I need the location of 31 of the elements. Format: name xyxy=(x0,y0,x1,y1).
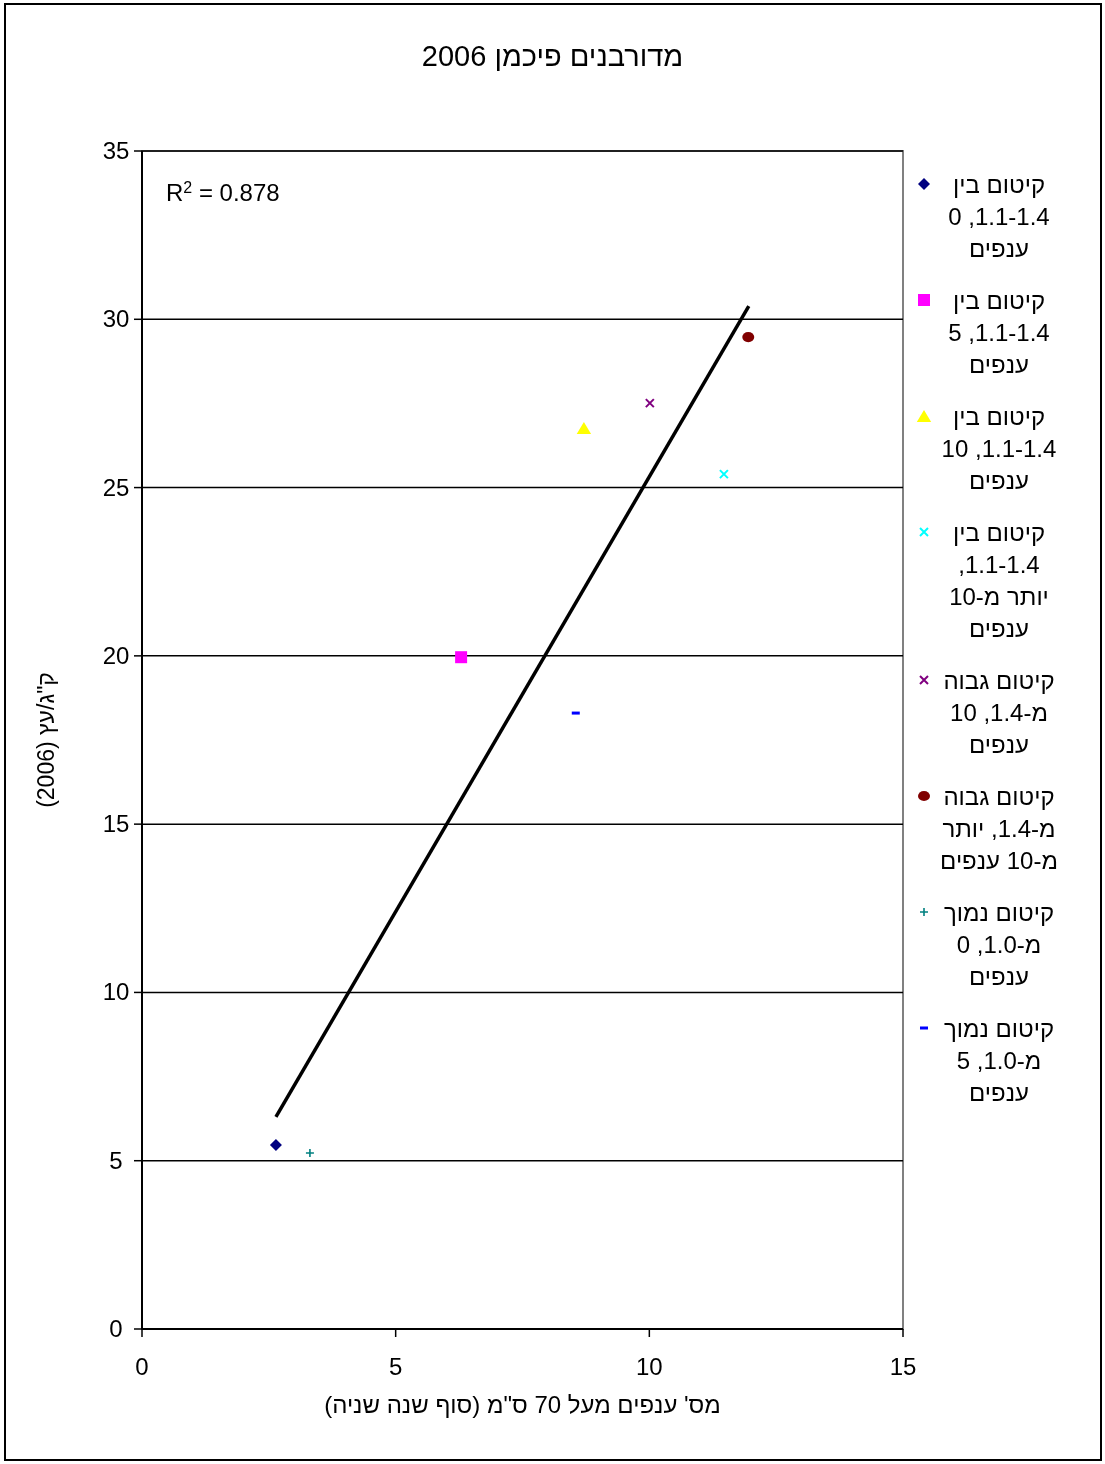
y-tick-label: 10 xyxy=(102,978,130,1006)
y-axis-title: ק"ג/עץ (2006) xyxy=(33,672,59,808)
point xyxy=(305,1148,315,1158)
legend-label: קיטום בין 1.1-1.4, 5 ענפים xyxy=(947,286,1051,380)
y-tick-label: 15 xyxy=(102,810,130,838)
legend-label: קיטום גבוה מ-1.4, יותר מ-10 ענפים xyxy=(939,782,1059,876)
y-tick-label: 35 xyxy=(102,137,130,164)
legend-label: קיטום בין 1.1-1.4, יותר מ-10 ענפים xyxy=(948,518,1050,644)
legend-label: קיטום גבוה מ-1.4, 10 ענפים xyxy=(942,666,1056,760)
x-axis-title: מס' ענפים מעל 70 ס"מ (סוף שנה שניה) xyxy=(323,1391,722,1419)
x-tick-label: 0 xyxy=(135,1353,149,1380)
legend-label: קיטום בין 1.1-1.4, 0 ענפים xyxy=(947,170,1051,264)
point xyxy=(644,398,655,409)
x-tick-label: 10 xyxy=(635,1353,663,1380)
y-tick-label: 5 xyxy=(109,1146,123,1174)
legend-label: קיטום בין 1.1-1.4, 10 ענפים xyxy=(940,402,1058,496)
y-tick-label: 20 xyxy=(102,641,130,669)
y-tick-label: 30 xyxy=(102,305,130,333)
point xyxy=(576,422,592,434)
point xyxy=(455,651,468,664)
y-tick-label: 25 xyxy=(102,473,130,501)
x-tick-label: 5 xyxy=(388,1353,403,1380)
annotation: R$^{2}$ = 0.878 xyxy=(166,178,280,206)
chart-title: מדורבנים פיכמן 2006 xyxy=(420,40,685,73)
legend-label: קיטום נמוך מ-1.0, 0 ענפים xyxy=(942,898,1056,992)
legend-label: קיטום נמוך מ-1.0, 5 ענפים xyxy=(942,1014,1056,1108)
y-tick-label: 0 xyxy=(109,1315,123,1342)
point xyxy=(742,332,755,343)
x-tick-label: 15 xyxy=(889,1353,917,1380)
point xyxy=(269,1138,282,1151)
point xyxy=(718,469,729,480)
